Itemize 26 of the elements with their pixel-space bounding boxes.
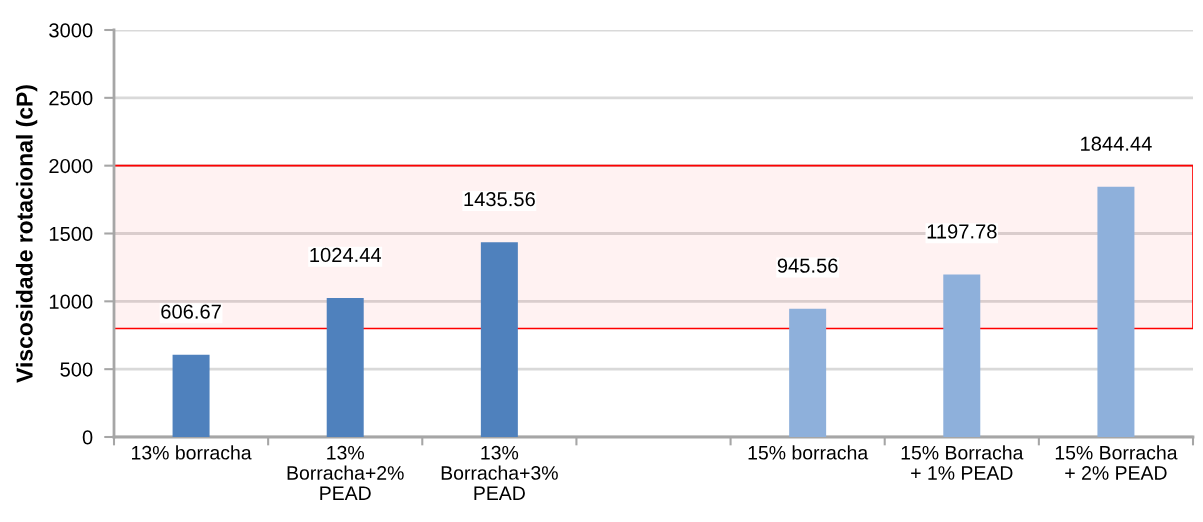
y-tick-label: 3000 [49, 23, 93, 38]
data-label: 606.67 [161, 304, 221, 319]
x-tick-label: 15% borracha [748, 445, 869, 460]
y-tick-label: 1500 [49, 226, 93, 241]
bar [480, 242, 518, 437]
x-tick-label: 13% borracha [132, 445, 252, 460]
data-label: 1844.44 [1081, 136, 1152, 151]
y-tick-label: 2500 [49, 91, 93, 106]
bar [326, 298, 364, 437]
data-label: 1024.44 [310, 247, 382, 263]
bar [1097, 186, 1135, 437]
data-label: 945.56 [777, 258, 838, 273]
x-tick-label: 15% Borracha + 2% PEAD [1055, 445, 1178, 480]
data-label: 1197.78 [927, 224, 997, 239]
data-label: 1435.56 [464, 192, 535, 207]
bar [789, 308, 827, 437]
y-axis-title: Viscosidade rotacional (cP) [15, 85, 38, 383]
y-tick-label: 0 [82, 430, 93, 445]
bar [172, 354, 210, 437]
x-tick-label: 15% Borracha + 1% PEAD [901, 445, 1024, 480]
y-tick-label: 2000 [49, 158, 93, 174]
y-tick-label: 1000 [49, 294, 93, 309]
y-tick-label: 500 [60, 362, 93, 377]
bar [943, 274, 981, 437]
x-tick-label: 13% Borracha+2% PEAD [287, 445, 404, 500]
x-tick-label: 13% Borracha+3% PEAD [441, 445, 558, 500]
